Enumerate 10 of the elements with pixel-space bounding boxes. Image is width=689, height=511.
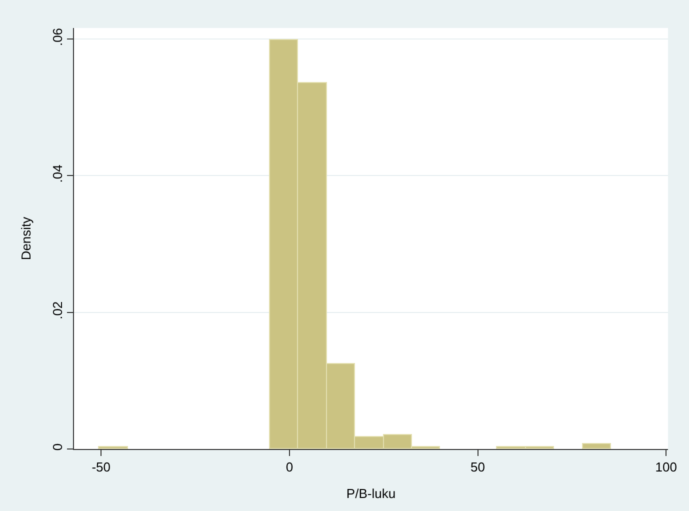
x-tick-label: 50 — [470, 460, 486, 475]
y-tick-label: .04 — [50, 164, 65, 183]
x-tick-label: 100 — [655, 460, 677, 475]
y-tick-label: .06 — [50, 28, 65, 46]
y-tick-label: .02 — [50, 301, 65, 320]
y-tick-label: 0 — [50, 443, 65, 451]
x-tick-label: 0 — [286, 460, 294, 475]
x-tick-label: -50 — [92, 460, 111, 475]
y-axis-title: Density — [18, 216, 34, 260]
x-axis-title: P/B-luku — [346, 486, 396, 502]
